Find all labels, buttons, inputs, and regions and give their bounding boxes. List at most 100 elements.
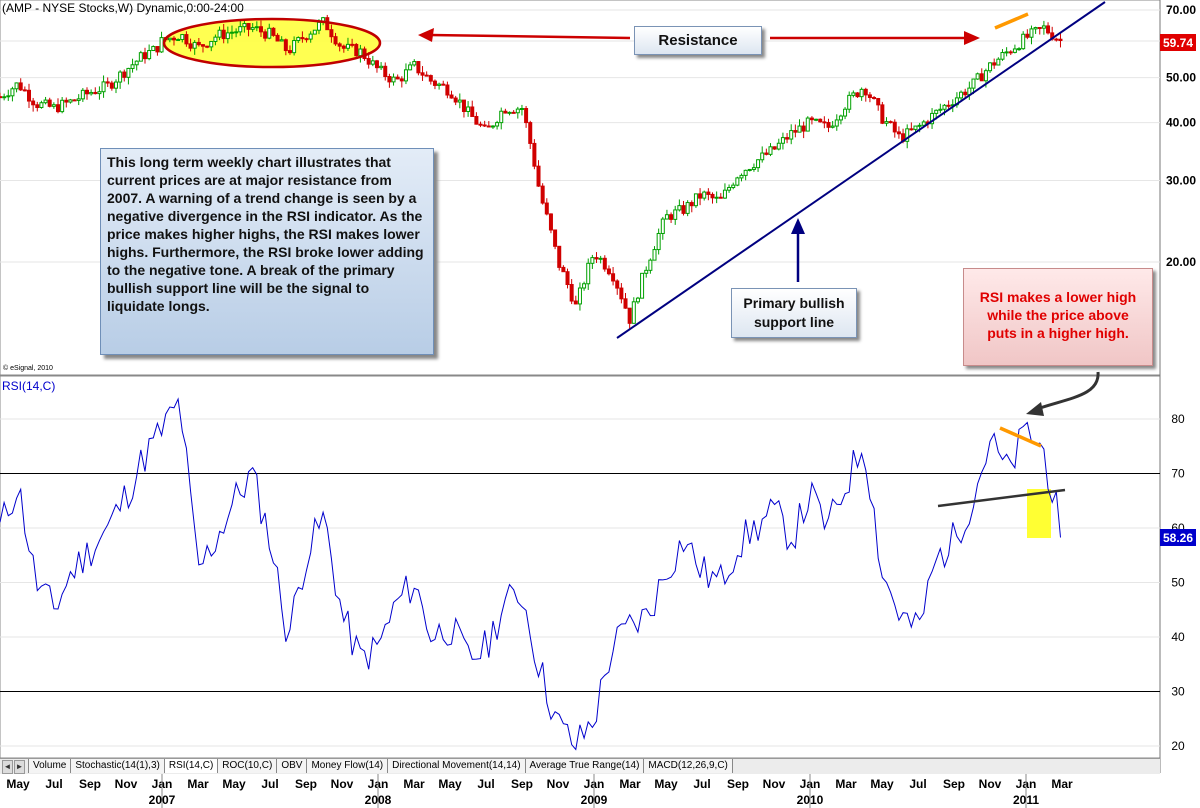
price-tick-label: 40.00 bbox=[1166, 116, 1196, 130]
candle-body bbox=[221, 29, 226, 40]
candle-body bbox=[739, 174, 744, 179]
x-year-label: 2008 bbox=[365, 793, 392, 807]
candle-body bbox=[432, 80, 437, 86]
candle-body bbox=[876, 98, 881, 106]
x-month-label: May bbox=[6, 777, 30, 791]
x-year-label: 2010 bbox=[797, 793, 824, 807]
candle-body bbox=[751, 167, 756, 170]
candle-body bbox=[308, 33, 313, 40]
candle-body bbox=[486, 125, 491, 128]
candle-body bbox=[905, 128, 910, 142]
x-month-label: Mar bbox=[619, 777, 641, 791]
candle-body bbox=[10, 88, 15, 97]
tab-volume[interactable]: Volume bbox=[28, 759, 72, 773]
tab-scroll-left-icon[interactable]: ◄ bbox=[2, 760, 13, 774]
x-month-label: Jul bbox=[693, 777, 710, 791]
x-month-label: Jul bbox=[261, 777, 278, 791]
candle-body bbox=[714, 196, 719, 199]
rsi-tick-label: 80 bbox=[1171, 412, 1185, 426]
tab-stochastic-14-1-3[interactable]: Stochastic(14(1),3) bbox=[70, 759, 165, 773]
candle-body bbox=[395, 76, 400, 80]
candle-body bbox=[180, 34, 185, 41]
candle-body bbox=[51, 104, 56, 107]
candle-body bbox=[1046, 25, 1051, 34]
candle-body bbox=[1029, 28, 1034, 38]
candle-body bbox=[722, 189, 727, 199]
candle-body bbox=[669, 214, 674, 220]
candle-body bbox=[880, 104, 885, 124]
candle-body bbox=[615, 280, 620, 289]
x-month-label: Sep bbox=[727, 777, 749, 791]
tab-directional-movement-14-14[interactable]: Directional Movement(14,14) bbox=[387, 759, 526, 773]
main-annotation: This long term weekly chart illustrates … bbox=[100, 148, 434, 355]
tab-average-true-range-14[interactable]: Average True Range(14) bbox=[524, 759, 645, 773]
candle-body bbox=[706, 191, 711, 195]
candle-body bbox=[18, 82, 23, 91]
candle-body bbox=[507, 111, 512, 114]
candle-body bbox=[888, 121, 893, 124]
candle-body bbox=[80, 89, 85, 100]
candle-body bbox=[544, 202, 549, 215]
candle-body bbox=[391, 76, 396, 83]
candle-body bbox=[847, 94, 852, 110]
candle-body bbox=[345, 43, 350, 49]
candle-body bbox=[590, 257, 595, 264]
candle-body bbox=[917, 124, 922, 127]
candle-body bbox=[793, 130, 798, 133]
candle-body bbox=[627, 307, 632, 324]
rsi-tick-label: 70 bbox=[1171, 467, 1185, 481]
tab-macd-12-26-9-c[interactable]: MACD(12,26,9,C) bbox=[643, 759, 733, 773]
candle-body bbox=[685, 202, 690, 214]
candle-body bbox=[205, 45, 210, 48]
candle-body bbox=[785, 137, 790, 140]
candle-body bbox=[93, 91, 98, 95]
candle-body bbox=[996, 58, 1001, 66]
tab-scroll-right-icon[interactable]: ► bbox=[14, 760, 25, 774]
candle-body bbox=[43, 99, 48, 104]
candle-body bbox=[167, 37, 172, 41]
candle-body bbox=[656, 232, 661, 251]
candle-body bbox=[403, 69, 408, 82]
rsi-tick-label: 50 bbox=[1171, 576, 1185, 590]
candle-body bbox=[909, 128, 914, 131]
candle-body bbox=[6, 95, 11, 98]
candle-body bbox=[598, 257, 603, 260]
candle-body bbox=[416, 61, 421, 74]
candle-body bbox=[648, 259, 653, 271]
candle-body bbox=[872, 97, 877, 100]
candle-body bbox=[379, 65, 384, 69]
tab-rsi-14-c[interactable]: RSI(14,C) bbox=[163, 759, 219, 773]
candle-body bbox=[896, 131, 901, 135]
candle-body bbox=[449, 94, 454, 99]
candle-body bbox=[768, 146, 773, 155]
x-month-label: Sep bbox=[511, 777, 533, 791]
tab-money-flow-14[interactable]: Money Flow(14) bbox=[306, 759, 389, 773]
price-axis-bg bbox=[1160, 0, 1200, 758]
candle-body bbox=[26, 89, 31, 102]
candle-body bbox=[151, 46, 156, 52]
candle-body bbox=[515, 108, 520, 114]
candle-body bbox=[495, 122, 500, 127]
candle-body bbox=[225, 32, 230, 40]
candle-body bbox=[913, 125, 918, 130]
indicator-tab-strip: ◄ ► Volume Stochastic(14(1),3) RSI(14,C) RO… bbox=[0, 758, 1160, 774]
candle-body bbox=[528, 122, 533, 144]
candle-body bbox=[134, 60, 139, 66]
candle-body bbox=[470, 106, 475, 117]
support-label-line-1: Primary bullish bbox=[743, 295, 845, 311]
candle-body bbox=[619, 287, 624, 300]
x-month-label: Jul bbox=[45, 777, 62, 791]
candle-body bbox=[582, 283, 587, 289]
candle-body bbox=[938, 108, 943, 111]
tab-obv[interactable]: OBV bbox=[276, 759, 308, 773]
chart-title: (AMP - NYSE Stocks,W) Dynamic,0:00-24:00 bbox=[2, 1, 244, 15]
candle-body bbox=[89, 91, 94, 95]
candle-body bbox=[710, 193, 715, 199]
candle-body bbox=[805, 117, 810, 132]
support-label-line-2: support line bbox=[753, 314, 835, 330]
candle-body bbox=[772, 146, 777, 150]
tab-roc-10-c[interactable]: ROC(10,C) bbox=[217, 759, 278, 773]
candle-body bbox=[35, 104, 40, 109]
candle-body bbox=[341, 45, 346, 49]
